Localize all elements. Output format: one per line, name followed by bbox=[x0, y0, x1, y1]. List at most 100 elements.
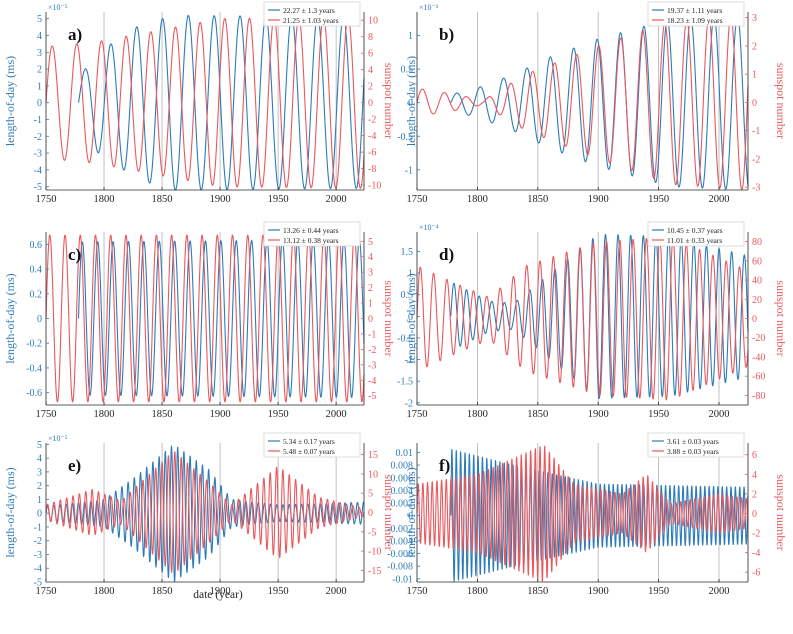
panel-f: 1750 1800 1850 1900 1950 2000 -0.01-0.008 -0.00… bbox=[387, 432, 788, 597]
right-tick-label: -3 bbox=[368, 360, 376, 371]
x-tick-label: 1950 bbox=[268, 586, 289, 597]
left-tick-label: 0.5 bbox=[401, 65, 414, 76]
right-tick-label: 2 bbox=[368, 82, 373, 93]
left-axis-label: length-of-day (ms) bbox=[404, 56, 418, 146]
legend-entry: 13.12 ± 0.38 years bbox=[283, 236, 339, 245]
right-axis-label: sunspot number bbox=[774, 474, 788, 550]
panel-c: 1750 1800 1850 1900 1950 2000 -0.6 -0.4 -0.2 0 0.2… bbox=[3, 221, 396, 420]
panel-d: 1750 1800 1850 1900 1950 2000-2-1.5-1-0.500.5… bbox=[397, 221, 788, 420]
right-tick-label: -5 bbox=[368, 527, 376, 538]
right-tick-label: 5 bbox=[368, 237, 373, 248]
legend-box bbox=[647, 432, 745, 458]
right-tick-label: -40 bbox=[752, 352, 765, 363]
panel-letter: d) bbox=[439, 245, 454, 264]
left-tick-label: 1.5 bbox=[401, 247, 414, 258]
left-tick-label: 3 bbox=[37, 48, 42, 59]
left-exponent-label: ×10⁻⁴ bbox=[419, 223, 439, 232]
right-axis-label: sunspot number bbox=[382, 474, 396, 550]
series-line-sunspot bbox=[45, 451, 365, 573]
left-tick-label: -5 bbox=[34, 578, 42, 589]
left-tick-label: -0.004 bbox=[387, 536, 413, 547]
right-tick-label: 4 bbox=[368, 252, 373, 263]
left-tick-label: -0.002 bbox=[387, 524, 413, 535]
right-tick-label: 40 bbox=[752, 276, 762, 287]
left-tick-label: -1 bbox=[405, 165, 413, 176]
x-tick-label: 1750 bbox=[36, 586, 57, 597]
left-tick-label: 4 bbox=[37, 454, 42, 465]
x-axis-label: date (year) bbox=[193, 589, 243, 601]
right-tick-label: 6 bbox=[368, 49, 373, 60]
left-tick-label: 0.002 bbox=[391, 499, 414, 510]
left-tick-label: 0.6 bbox=[30, 240, 43, 251]
left-axis-label: length-of-day (ms) bbox=[3, 56, 17, 146]
left-tick-label: 1 bbox=[37, 81, 42, 92]
right-tick-label: -80 bbox=[752, 391, 765, 402]
x-tick-label: 1850 bbox=[527, 586, 548, 597]
x-tick-label: 1900 bbox=[588, 409, 609, 420]
right-tick-label: -6 bbox=[752, 568, 760, 579]
left-tick-label: 0 bbox=[37, 98, 42, 109]
left-tick-label: 0.2 bbox=[30, 289, 43, 300]
x-tick-label: 1850 bbox=[152, 409, 173, 420]
legend-entry: 11.01 ± 0.33 years bbox=[667, 236, 722, 245]
left-tick-label: -1.5 bbox=[397, 377, 413, 388]
left-tick-label: -4 bbox=[34, 564, 42, 575]
right-tick-label: 60 bbox=[752, 256, 762, 267]
left-tick-label: 5 bbox=[37, 440, 42, 451]
right-tick-label: -10 bbox=[368, 547, 381, 558]
right-tick-label: -8 bbox=[368, 164, 376, 175]
series-line-sunspot bbox=[416, 445, 749, 582]
left-tick-label: -0.5 bbox=[397, 333, 413, 344]
x-tick-label: 1750 bbox=[407, 409, 428, 420]
x-tick-label: 2000 bbox=[709, 586, 730, 597]
left-tick-label: 0.4 bbox=[30, 265, 43, 276]
series-line-sunspot bbox=[45, 234, 365, 403]
x-tick-label: 1800 bbox=[467, 586, 488, 597]
left-tick-label: -1 bbox=[34, 115, 42, 126]
legend-box bbox=[647, 221, 745, 247]
right-tick-label: 2 bbox=[368, 283, 373, 294]
right-tick-label: 0 bbox=[368, 314, 373, 325]
right-tick-label: -6 bbox=[368, 148, 376, 159]
left-tick-label: 5 bbox=[37, 14, 42, 25]
right-tick-label: 0 bbox=[368, 508, 373, 519]
x-tick-label: 1750 bbox=[36, 194, 57, 205]
left-tick-label: 0 bbox=[408, 98, 413, 109]
right-tick-label: -5 bbox=[368, 391, 376, 402]
legend-box bbox=[647, 1, 745, 27]
left-tick-label: 0 bbox=[408, 511, 413, 522]
x-tick-label: 1800 bbox=[467, 409, 488, 420]
legend-entry: 13.26 ± 0.44 years bbox=[283, 226, 339, 235]
series-line-lod bbox=[77, 14, 365, 191]
right-tick-label: 2 bbox=[752, 489, 757, 500]
left-tick-label: 0 bbox=[408, 312, 413, 323]
left-tick-label: -2 bbox=[34, 536, 42, 547]
legend-entry: 19.37 ± 1.11 years bbox=[667, 6, 722, 15]
legend-entry: 5.48 ± 0.07 years bbox=[283, 447, 335, 456]
series-line-lod bbox=[77, 238, 365, 398]
right-tick-label: -60 bbox=[752, 372, 765, 383]
left-exponent-label: ×10⁻⁵ bbox=[48, 434, 68, 443]
left-tick-label: -0.008 bbox=[387, 562, 413, 573]
right-tick-label: 20 bbox=[752, 295, 762, 306]
right-tick-label: -3 bbox=[752, 183, 760, 194]
left-axis-label: length-of-day (ms) bbox=[3, 273, 17, 363]
left-tick-label: 1 bbox=[408, 31, 413, 42]
right-tick-label: -4 bbox=[752, 548, 760, 559]
x-tick-label: 1800 bbox=[467, 194, 488, 205]
right-tick-label: 4 bbox=[752, 470, 757, 481]
x-tick-label: 1900 bbox=[210, 409, 231, 420]
x-tick-label: 1750 bbox=[36, 409, 57, 420]
left-tick-label: -1 bbox=[34, 522, 42, 533]
x-tick-label: 2000 bbox=[326, 586, 347, 597]
panel-letter: a) bbox=[68, 25, 82, 44]
left-axis-label: length-of-day (ms) bbox=[404, 467, 418, 557]
panel-letter: c) bbox=[68, 245, 81, 264]
x-tick-label: 1900 bbox=[210, 586, 231, 597]
x-tick-label: 1900 bbox=[588, 586, 609, 597]
legend-entry: 22.27 ± 1.3 years bbox=[283, 6, 335, 15]
legend-entry: 21.25 ± 1.03 years bbox=[283, 16, 339, 25]
left-tick-label: -5 bbox=[34, 182, 42, 193]
right-tick-label: -4 bbox=[368, 131, 376, 142]
